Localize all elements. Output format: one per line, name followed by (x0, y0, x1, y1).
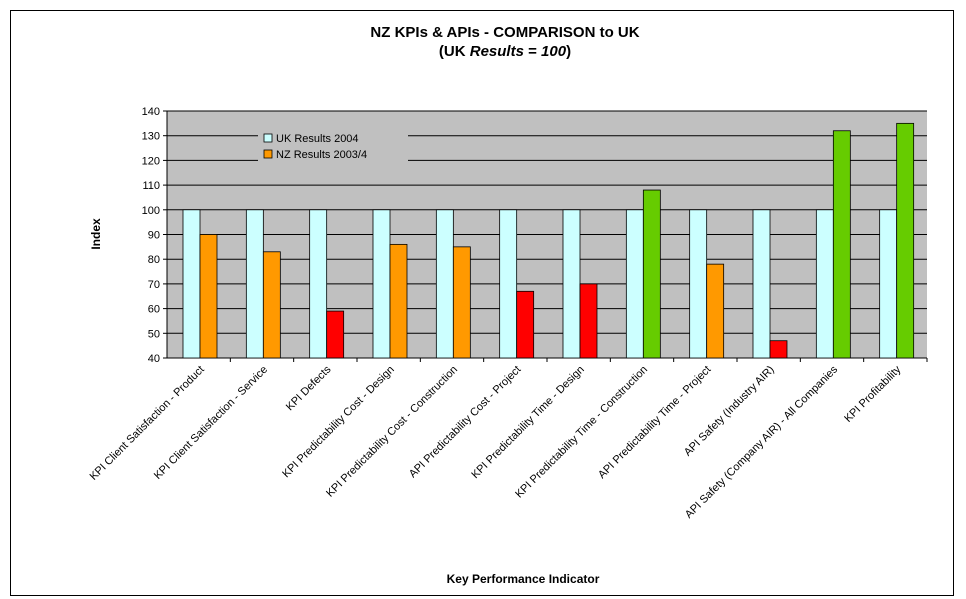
bar-nz-results-2003-4 (896, 122, 915, 359)
bar-uk-results-2004 (752, 209, 771, 359)
bar-nz-results-2003-4 (642, 189, 661, 359)
bar-nz-results-2003-4 (832, 130, 851, 359)
bar-uk-results-2004 (309, 209, 328, 359)
bar-uk-results-2004 (625, 209, 644, 359)
x-category-label: KPI Client Satisfaction - Service (152, 364, 270, 482)
y-tick-label: 40 (148, 353, 160, 365)
bar-uk-results-2004 (499, 209, 518, 359)
y-tick-label: 110 (142, 180, 160, 192)
y-tick-label: 130 (142, 131, 160, 143)
bar-uk-results-2004 (245, 209, 264, 359)
y-tick-label: 120 (142, 155, 160, 167)
bar-uk-results-2004 (689, 209, 708, 359)
bar-nz-results-2003-4 (326, 310, 345, 359)
x-category-label: KPI Defects (284, 363, 334, 413)
legend-swatch (263, 133, 273, 143)
bar-uk-results-2004 (879, 209, 898, 359)
bar-nz-results-2003-4 (262, 251, 281, 359)
x-category-label: KPI Predictability Time - Design (469, 364, 586, 481)
x-category-label: KPI Predictability Time - Construction (513, 364, 650, 501)
bar-nz-results-2003-4 (199, 234, 218, 359)
y-tick-label: 100 (142, 205, 160, 217)
x-category-label: API Predictability Time - Project (596, 364, 713, 481)
y-tick-label: 80 (148, 254, 160, 266)
legend-label: UK Results 2004 (276, 133, 359, 145)
x-category-label: KPI Predictability Cost - Design (280, 364, 397, 481)
legend-swatch (263, 149, 273, 159)
bar-nz-results-2003-4 (769, 340, 788, 359)
bar-nz-results-2003-4 (389, 243, 408, 359)
bar-nz-results-2003-4 (579, 283, 598, 359)
legend-label: NZ Results 2003/4 (276, 149, 367, 161)
y-tick-label: 70 (148, 279, 160, 291)
y-tick-label: 60 (148, 304, 160, 316)
chart-subtitle: (UK Results = 100) (439, 43, 571, 60)
bar-uk-results-2004 (562, 209, 581, 359)
bar-uk-results-2004 (435, 209, 454, 359)
bar-uk-results-2004 (815, 209, 834, 359)
chart-title: NZ KPIs & APIs - COMPARISON to UK (370, 24, 639, 41)
legend-box (258, 128, 408, 168)
bar-uk-results-2004 (372, 209, 391, 359)
bar-uk-results-2004 (182, 209, 201, 359)
x-category-label: KPI Client Satisfaction - Product (88, 364, 207, 483)
y-tick-label: 90 (148, 230, 160, 242)
x-category-label: KPI Profitability (842, 363, 904, 425)
y-tick-label: 140 (142, 106, 160, 118)
x-category-label: API Predictability Cost - Project (407, 364, 524, 481)
x-category-label: KPI Predictability Cost - Construction (324, 364, 460, 500)
bar-nz-results-2003-4 (706, 263, 725, 359)
bar-nz-results-2003-4 (516, 290, 535, 359)
y-axis-title: Index (89, 218, 103, 250)
y-tick-label: 50 (148, 328, 160, 340)
x-axis-title: Key Performance Indicator (447, 572, 600, 586)
legend: UK Results 2004 NZ Results 2003/4 (258, 128, 408, 168)
plot-area: 40 50 60 70 80 90 100 110 120 130 140 KPI Client Sa… (88, 106, 928, 521)
bar-nz-results-2003-4 (452, 246, 471, 359)
